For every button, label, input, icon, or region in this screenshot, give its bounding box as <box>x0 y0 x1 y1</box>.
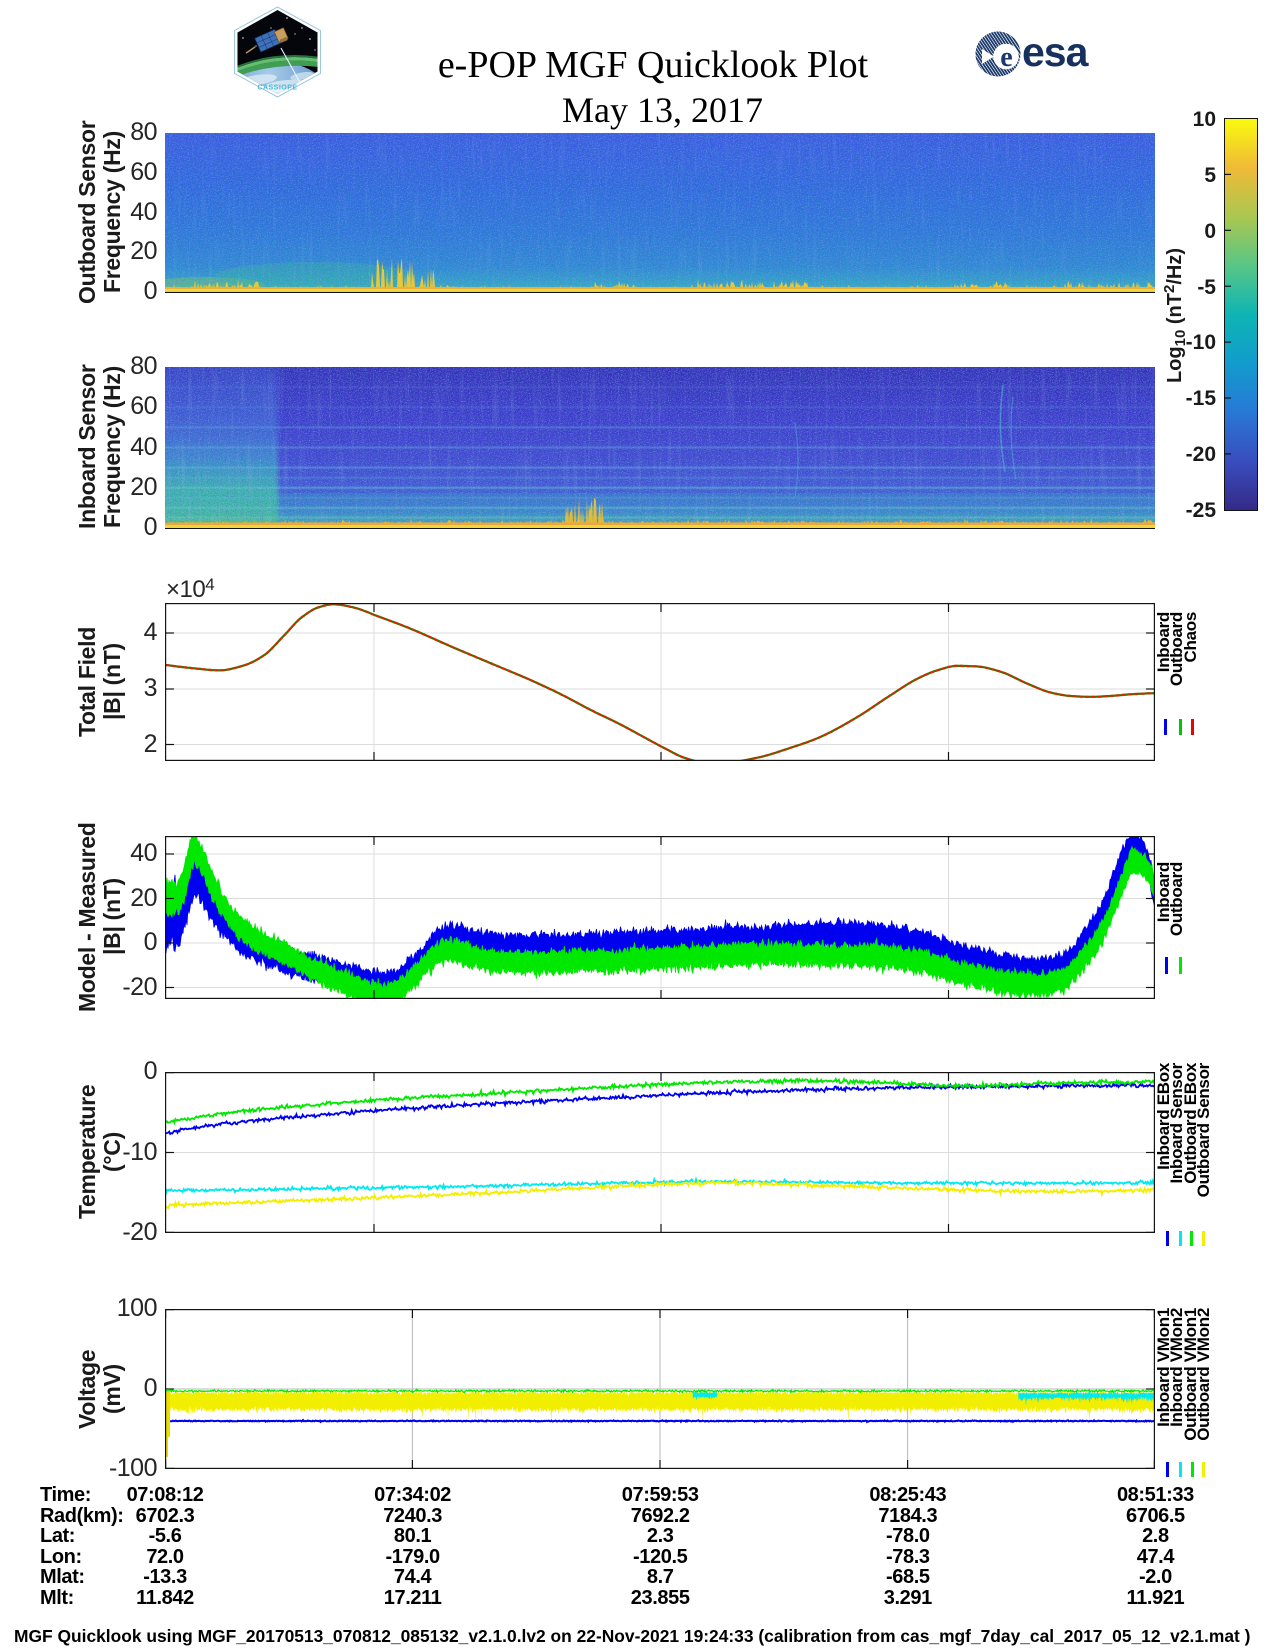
svg-text:CASSIOPE: CASSIOPE <box>257 85 297 92</box>
svg-text:e: e <box>1000 42 1012 73</box>
svg-text:esa: esa <box>1022 29 1090 75</box>
svg-text:Log10 (nT2/Hz): Log10 (nT2/Hz) <box>1161 248 1189 383</box>
